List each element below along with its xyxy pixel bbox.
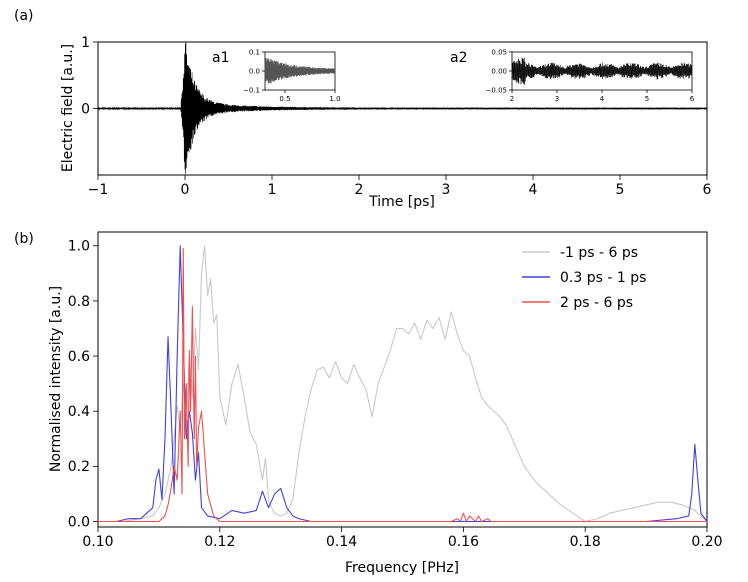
panel-b-ytick-label: 0.8 (68, 294, 90, 310)
inset-a1-trace (264, 57, 336, 84)
series-line-3 (98, 247, 707, 523)
inset-a1-xtick-label: 0.5 (279, 95, 290, 103)
legend-label-2: 0.3 ps - 1 ps (560, 270, 646, 286)
panel-a-xlabel: Time [ps] (368, 194, 435, 210)
inset-a2-line (511, 57, 693, 85)
inset-a2-xtick-label: 2 (510, 95, 514, 103)
panel-a-trace (97, 42, 708, 174)
inset-a2-ytick-label: 0.05 (491, 48, 507, 56)
panel-a-field-line (97, 42, 708, 174)
series-line-1 (98, 245, 708, 523)
panel-a-xtick-label: 3 (442, 182, 451, 198)
panel-b-xlabel: Frequency [PHz] (345, 560, 459, 576)
inset-a1: 0.5 1.0 0.1 0.0 −0.1 (243, 48, 341, 103)
inset-a2-trace (511, 57, 693, 85)
panel-label-b: (b) (14, 231, 34, 247)
panel-b: 0.10 0.12 0.14 0.16 0.18 0.20 0.0 0.2 0.4 0.6 0.8 1… (48, 231, 723, 576)
panel-b-xtick-label: 0.18 (570, 534, 601, 550)
panel-b-ytick-label: 0.2 (68, 459, 90, 475)
legend-label-3: 2 ps - 6 ps (560, 295, 633, 311)
panel-b-xtick-label: 0.12 (204, 534, 235, 550)
panel-a-ticks: −1 0 1 2 3 4 5 6 0 1 (81, 35, 711, 198)
inset-a1-label: a1 (212, 50, 230, 66)
panel-a-xtick-label: 4 (529, 182, 538, 198)
panel-b-xtick-label: 0.10 (82, 534, 113, 550)
panel-label-a: (a) (14, 8, 34, 24)
inset-a1-ticks: 0.5 1.0 0.1 0.0 −0.1 (243, 48, 341, 103)
panel-b-ticks: 0.10 0.12 0.14 0.16 0.18 0.20 0.0 0.2 0.4 0.6 0.8 1… (68, 239, 723, 550)
panel-b-ytick-label: 0.4 (68, 404, 90, 420)
inset-a2-label: a2 (450, 50, 468, 66)
panel-a-ytick-label: 0 (81, 101, 90, 117)
inset-a1-ytick-label: 0.0 (249, 67, 260, 75)
panel-a-xtick-label: 0 (181, 182, 190, 198)
panel-a-xtick-label: 1 (268, 182, 277, 198)
panel-a: −1 0 1 2 3 4 5 6 0 1 Time [ps] Electric field [a.… (60, 35, 712, 210)
panel-b-ytick-label: 0.6 (68, 349, 90, 365)
inset-a2: 2 3 4 5 6 0.05 0.00 −0.05 (486, 48, 695, 103)
inset-a2-ticks: 2 3 4 5 6 0.05 0.00 −0.05 (486, 48, 695, 103)
panel-a-ytick-label: 1 (81, 35, 90, 51)
panel-b-ytick-label: 1.0 (68, 239, 90, 255)
panel-b-xtick-label: 0.20 (691, 534, 722, 550)
legend-label-1: -1 ps - 6 ps (560, 245, 638, 261)
panel-b-legend: -1 ps - 6 ps 0.3 ps - 1 ps 2 ps - 6 ps (522, 245, 646, 311)
panel-a-xtick-label: 5 (616, 182, 625, 198)
panel-b-ytick-label: 0.0 (68, 514, 90, 530)
inset-a2-ytick-label: −0.05 (486, 86, 507, 94)
inset-a2-ytick-label: 0.00 (491, 67, 507, 75)
panel-b-frame (97, 231, 708, 528)
panel-a-ylabel: Electric field [a.u.] (60, 44, 76, 172)
inset-a2-xtick-label: 6 (690, 95, 695, 103)
panel-a-xtick-label: 6 (703, 182, 712, 198)
panel-a-xtick-label: 2 (355, 182, 364, 198)
inset-a2-xtick-label: 5 (645, 95, 649, 103)
panel-a-xtick-label: −1 (88, 182, 109, 198)
inset-a1-ytick-label: 0.1 (249, 48, 260, 56)
panel-b-xtick-label: 0.14 (326, 534, 357, 550)
panel-b-series (98, 245, 708, 523)
inset-a2-xtick-label: 3 (555, 95, 559, 103)
inset-a1-ytick-label: −0.1 (243, 86, 260, 94)
panel-b-ylabel: Normalised intensity [a.u.] (48, 286, 64, 472)
panel-b-xtick-label: 0.16 (448, 534, 479, 550)
inset-a2-xtick-label: 4 (600, 95, 605, 103)
inset-a1-line (264, 57, 336, 84)
inset-a1-xtick-label: 1.0 (329, 95, 340, 103)
